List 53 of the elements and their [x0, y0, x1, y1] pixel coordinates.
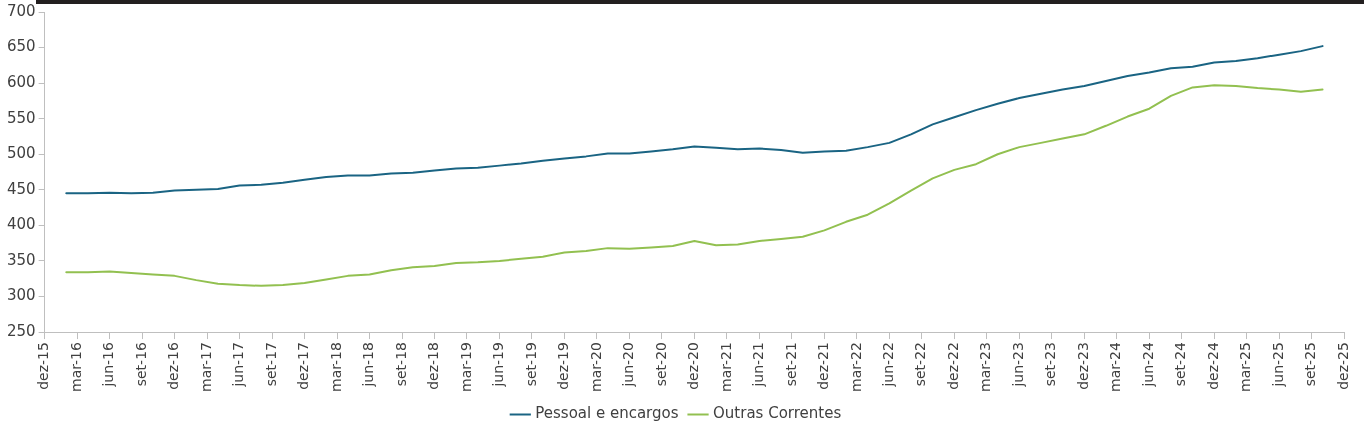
x-tick-label: mar-24 — [1107, 341, 1124, 393]
x-tick-label: set-19 — [522, 342, 539, 387]
x-tick-label: jun-22 — [879, 342, 896, 388]
y-tick-label: 400 — [6, 215, 36, 234]
x-tick-label: set-20 — [652, 342, 669, 387]
x-tick-label: dez-22 — [944, 342, 961, 390]
x-tick-label: mar-25 — [1237, 342, 1254, 393]
x-tick-label: mar-17 — [197, 342, 214, 393]
x-tick-label: mar-21 — [717, 342, 734, 393]
x-tick-label: dez-19 — [555, 342, 572, 390]
x-tick-label: dez-17 — [295, 342, 312, 390]
x-tick-label: jun-20 — [620, 342, 637, 388]
x-tick-label: mar-22 — [847, 342, 864, 393]
x-tick-label: jun-25 — [1269, 342, 1286, 388]
x-tick-label: set-16 — [132, 341, 149, 387]
x-tick-label: mar-16 — [67, 341, 84, 393]
x-tick-label: mar-19 — [457, 342, 474, 393]
y-tick-label: 700 — [6, 1, 36, 20]
x-tick-label: dez-18 — [425, 342, 442, 390]
x-tick-label: jun-23 — [1009, 342, 1026, 388]
x-tick-label: set-17 — [262, 342, 279, 387]
y-tick-label: 600 — [6, 73, 36, 92]
x-tick-label: dez-25 — [1334, 342, 1351, 390]
x-tick-label: dez-21 — [815, 342, 832, 390]
y-tick-label: 550 — [6, 108, 36, 127]
x-tick-label: dez-24 — [1204, 341, 1221, 390]
x-tick-label: set-22 — [912, 342, 929, 387]
x-tick-label: set-21 — [782, 342, 799, 387]
legend-label: Outras Correntes — [713, 404, 842, 423]
y-tick-label: 350 — [6, 250, 36, 269]
y-tick-label: 650 — [6, 37, 36, 56]
x-tick-label: mar-20 — [587, 342, 604, 393]
x-tick-label: mar-23 — [977, 342, 994, 393]
x-tick-label: jun-17 — [230, 342, 247, 388]
y-tick-label: 500 — [6, 144, 36, 163]
x-tick-label: jun-24 — [1139, 341, 1156, 388]
x-tick-label: set-25 — [1302, 342, 1319, 387]
x-tick-label: jun-19 — [490, 342, 507, 388]
x-tick-label: jun-16 — [100, 341, 117, 388]
x-tick-label: set-24 — [1172, 341, 1189, 387]
x-tick-label: dez-23 — [1074, 342, 1091, 390]
y-tick-label: 300 — [6, 286, 36, 305]
x-tick-label: set-18 — [392, 342, 409, 387]
x-tick-label: mar-18 — [327, 342, 344, 393]
legend-label: Pessoal e encargos — [535, 404, 679, 423]
x-tick-label: dez-16 — [165, 341, 182, 390]
x-tick-label: set-23 — [1042, 342, 1059, 387]
x-tick-label: dez-15 — [35, 342, 52, 390]
y-tick-label: 250 — [6, 321, 36, 340]
x-tick-label: jun-18 — [360, 342, 377, 388]
x-tick-label: jun-21 — [750, 342, 767, 388]
y-tick-label: 450 — [6, 179, 36, 198]
x-tick-label: dez-20 — [685, 342, 702, 390]
